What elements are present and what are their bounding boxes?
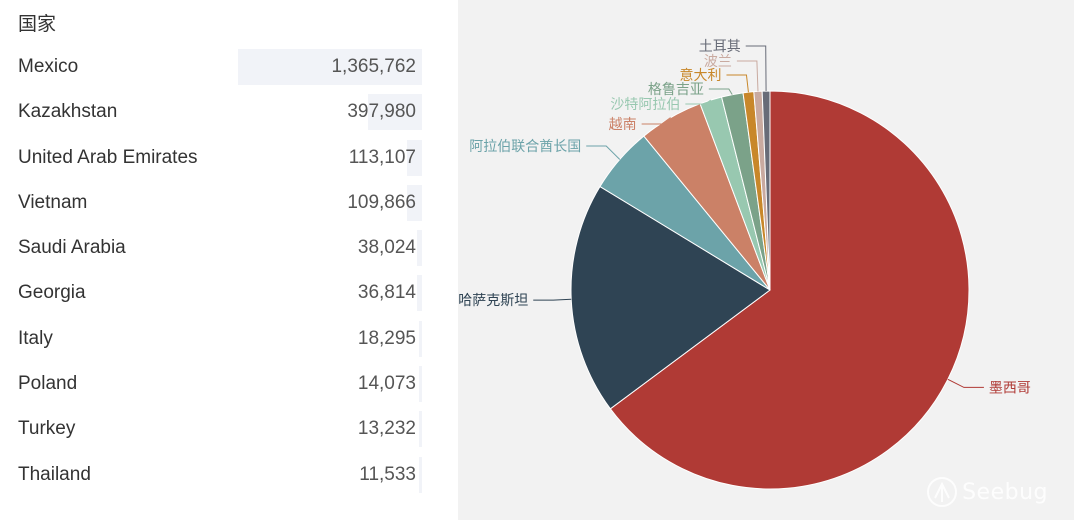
country-name: Kazakhstan xyxy=(18,101,118,123)
value-bar xyxy=(238,49,422,85)
slice-label: 土耳其 xyxy=(699,39,741,55)
value-bar xyxy=(419,411,422,448)
value-bar xyxy=(407,184,422,221)
slice-label: 波兰 xyxy=(704,54,732,70)
table-row: Georgia 36,814 xyxy=(0,271,458,316)
table-row: Thailand 11,533 xyxy=(0,453,458,498)
country-name: Saudi Arabia xyxy=(18,237,126,259)
value-bar xyxy=(368,94,422,131)
value-bar xyxy=(419,366,422,403)
country-value: 14,073 xyxy=(357,373,416,395)
value-bar xyxy=(419,456,422,493)
table-row: United Arab Emirates 113,107 xyxy=(0,136,458,181)
country-value: 397,980 xyxy=(347,101,416,123)
country-name: Italy xyxy=(18,327,53,349)
slice-label: 哈萨克斯坦 xyxy=(458,293,528,309)
value-bar xyxy=(419,320,422,357)
country-name: Poland xyxy=(18,373,78,395)
label-leader-line xyxy=(641,117,671,125)
country-value: 38,024 xyxy=(357,237,416,259)
table-row: Poland 14,073 xyxy=(0,362,458,407)
country-value: 36,814 xyxy=(357,282,416,304)
table-row: Turkey 13,232 xyxy=(0,407,458,452)
pie-slice[interactable] xyxy=(609,90,970,490)
label-leader-line xyxy=(745,45,767,92)
country-value: 11,533 xyxy=(359,463,416,485)
table-row: Italy 18,295 xyxy=(0,317,458,362)
watermark-text: Seebug xyxy=(962,479,1048,505)
slice-label: 越南 xyxy=(609,117,637,133)
value-bar xyxy=(406,139,422,176)
seebug-logo-icon xyxy=(927,477,958,507)
slice-label: 墨西哥 xyxy=(989,380,1031,396)
table-row: Kazakhstan 397,980 xyxy=(0,90,458,135)
label-leader-line xyxy=(947,378,984,388)
country-name: Vietnam xyxy=(18,191,88,213)
table-row: Mexico 1,365,762 xyxy=(0,45,458,90)
pie-chart-panel: 墨西哥 哈萨克斯坦 阿拉伯联合酋长国 越南 沙特阿拉伯 格鲁吉亚 意大利 波兰 土耳其 Seeb… xyxy=(458,0,1074,520)
country-value: 18,295 xyxy=(357,327,416,349)
slice-label: 阿拉伯联合酋长国 xyxy=(469,138,581,155)
label-leader-line xyxy=(736,60,759,92)
slice-label: 意大利 xyxy=(679,67,721,84)
country-name: Turkey xyxy=(18,418,76,440)
slice-label: 格鲁吉亚 xyxy=(648,82,704,98)
table-row: Vietnam 109,866 xyxy=(0,181,458,226)
country-name: Mexico xyxy=(18,56,79,77)
label-leader-line xyxy=(708,88,733,95)
value-bar xyxy=(417,275,422,312)
label-leader-line xyxy=(726,74,749,93)
watermark: Seebug xyxy=(926,476,1048,508)
pie-slice[interactable] xyxy=(761,90,771,291)
table-rows: Mexico 1,365,762 Kazakhstan 397,980 United A… xyxy=(0,45,458,498)
country-value: 1,365,762 xyxy=(331,56,416,77)
country-name: United Arab Emirates xyxy=(18,146,198,168)
value-bar xyxy=(416,230,422,267)
country-value: 113,107 xyxy=(348,146,416,168)
table-row: Saudi Arabia 38,024 xyxy=(0,226,458,271)
slice-label: 沙特阿拉伯 xyxy=(610,97,680,113)
label-leader-line xyxy=(533,298,572,301)
label-leader-line xyxy=(685,99,712,105)
column-header-country: 国家 xyxy=(18,13,57,35)
country-name: Thailand xyxy=(18,463,91,485)
country-value: 109,866 xyxy=(347,191,416,213)
country-table: 国家 Mexico 1,365,762 Kazakhstan 397,980 Unite… xyxy=(0,0,458,520)
label-leader-line xyxy=(586,145,621,160)
country-value: 13,232 xyxy=(357,418,416,440)
pie-slice[interactable] xyxy=(570,185,771,410)
country-name: Georgia xyxy=(18,282,86,304)
